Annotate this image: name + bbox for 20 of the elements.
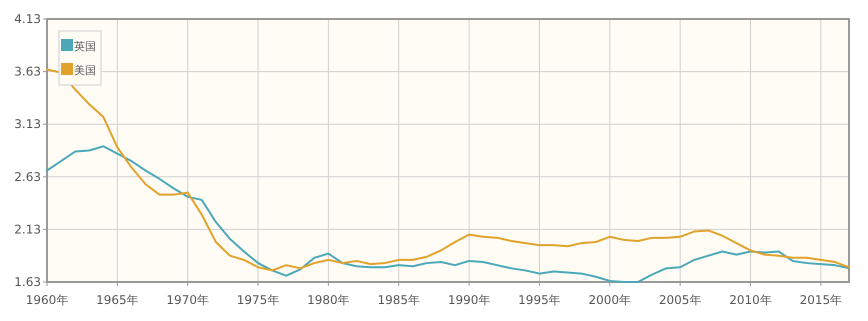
x-tick-label: 2015年 — [800, 293, 842, 307]
y-tick-label: 4.13 — [14, 12, 41, 26]
y-tick-label: 2.63 — [14, 170, 41, 184]
x-tick-label: 2000年 — [588, 293, 632, 307]
x-tick-label: 1990年 — [448, 293, 490, 307]
x-tick-label: 1995年 — [518, 293, 561, 307]
x-tick-label: 1975年 — [236, 293, 280, 307]
x-tick-label: 1970年 — [166, 293, 209, 307]
legend-label: 英国 — [74, 40, 96, 53]
x-tick-label: 1980年 — [307, 293, 350, 307]
x-tick-label: 1960年 — [26, 293, 68, 307]
x-tick-label: 2005年 — [658, 293, 702, 307]
y-tick-label: 2.13 — [14, 222, 41, 236]
y-tick-label: 3.13 — [14, 117, 41, 132]
legend-label: 美国 — [74, 64, 96, 77]
y-tick-label: 3.63 — [14, 64, 41, 79]
x-tick-label: 1965年 — [96, 293, 139, 307]
x-tick-label: 2010年 — [729, 293, 772, 307]
y-tick-label: 1.63 — [14, 275, 41, 289]
x-tick-label: 1985年 — [377, 293, 420, 307]
